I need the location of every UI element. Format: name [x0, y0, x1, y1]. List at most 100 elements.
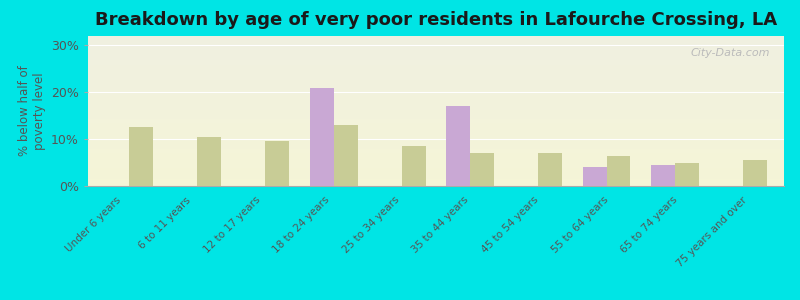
- Bar: [88, 140, 784, 141]
- Bar: [88, 56, 784, 57]
- Y-axis label: % below half of
poverty level: % below half of poverty level: [18, 66, 46, 156]
- Bar: [88, 38, 784, 39]
- Bar: [88, 36, 784, 38]
- Bar: [88, 63, 784, 64]
- Bar: [88, 176, 784, 177]
- Bar: [88, 44, 784, 45]
- Bar: [88, 80, 784, 81]
- Bar: [651, 165, 675, 186]
- Text: 25 to 34 years: 25 to 34 years: [341, 195, 402, 256]
- Bar: [88, 124, 784, 126]
- Bar: [88, 51, 784, 52]
- Bar: [88, 99, 784, 100]
- Bar: [88, 122, 784, 123]
- Bar: [88, 128, 784, 129]
- Bar: [88, 100, 784, 102]
- Bar: [88, 105, 784, 106]
- Bar: [88, 92, 784, 93]
- Bar: [675, 163, 698, 186]
- Bar: [310, 88, 334, 186]
- Text: 45 to 54 years: 45 to 54 years: [480, 195, 541, 256]
- Bar: [88, 141, 784, 142]
- Bar: [88, 58, 784, 60]
- Bar: [88, 123, 784, 124]
- Bar: [88, 178, 784, 180]
- Bar: [88, 75, 784, 76]
- Bar: [88, 182, 784, 183]
- Text: 75 years and over: 75 years and over: [675, 195, 750, 269]
- Bar: [88, 106, 784, 108]
- Bar: [88, 78, 784, 80]
- Bar: [88, 50, 784, 51]
- Bar: [88, 93, 784, 94]
- Bar: [88, 82, 784, 84]
- Bar: [88, 57, 784, 58]
- Bar: [88, 118, 784, 120]
- Bar: [582, 167, 606, 186]
- Bar: [88, 144, 784, 146]
- Bar: [88, 40, 784, 42]
- Bar: [88, 103, 784, 105]
- Bar: [88, 110, 784, 111]
- Bar: [88, 52, 784, 54]
- Bar: [88, 108, 784, 110]
- Bar: [88, 72, 784, 74]
- Bar: [88, 132, 784, 134]
- Bar: [88, 180, 784, 182]
- Bar: [88, 61, 784, 63]
- Bar: [88, 39, 784, 40]
- Bar: [88, 171, 784, 172]
- Bar: [88, 138, 784, 140]
- Bar: [88, 158, 784, 159]
- Bar: [88, 146, 784, 147]
- Bar: [88, 64, 784, 66]
- Bar: [743, 160, 767, 186]
- Bar: [88, 94, 784, 96]
- Bar: [446, 106, 470, 186]
- Text: 6 to 11 years: 6 to 11 years: [137, 195, 193, 251]
- Bar: [88, 135, 784, 136]
- Bar: [606, 155, 630, 186]
- Bar: [88, 96, 784, 98]
- Bar: [88, 177, 784, 178]
- Bar: [88, 102, 784, 104]
- Bar: [88, 120, 784, 122]
- Bar: [88, 150, 784, 152]
- Bar: [88, 152, 784, 153]
- Text: 35 to 44 years: 35 to 44 years: [410, 195, 470, 256]
- Bar: [88, 164, 784, 165]
- Bar: [88, 167, 784, 168]
- Bar: [88, 142, 784, 144]
- Bar: [88, 169, 784, 171]
- Bar: [88, 90, 784, 92]
- Bar: [88, 111, 784, 112]
- Bar: [88, 129, 784, 130]
- Bar: [88, 174, 784, 176]
- Bar: [88, 168, 784, 170]
- Bar: [88, 130, 784, 132]
- Bar: [88, 54, 784, 56]
- Bar: [88, 87, 784, 88]
- Bar: [88, 85, 784, 87]
- Bar: [88, 116, 784, 117]
- Bar: [88, 84, 784, 86]
- Bar: [88, 69, 784, 70]
- Bar: [88, 184, 784, 186]
- Bar: [88, 154, 784, 156]
- Bar: [334, 125, 358, 186]
- Bar: [88, 159, 784, 160]
- Bar: [88, 134, 784, 135]
- Text: City-Data.com: City-Data.com: [690, 48, 770, 58]
- Bar: [88, 88, 784, 90]
- Bar: [88, 76, 784, 78]
- Bar: [88, 160, 784, 162]
- Bar: [88, 136, 784, 138]
- Text: 55 to 64 years: 55 to 64 years: [550, 195, 610, 256]
- Bar: [88, 74, 784, 75]
- Title: Breakdown by age of very poor residents in Lafourche Crossing, LA: Breakdown by age of very poor residents …: [95, 11, 777, 29]
- Text: Under 6 years: Under 6 years: [64, 195, 123, 254]
- Bar: [88, 156, 784, 158]
- Bar: [470, 153, 494, 186]
- Bar: [88, 153, 784, 154]
- Text: 12 to 17 years: 12 to 17 years: [202, 195, 262, 256]
